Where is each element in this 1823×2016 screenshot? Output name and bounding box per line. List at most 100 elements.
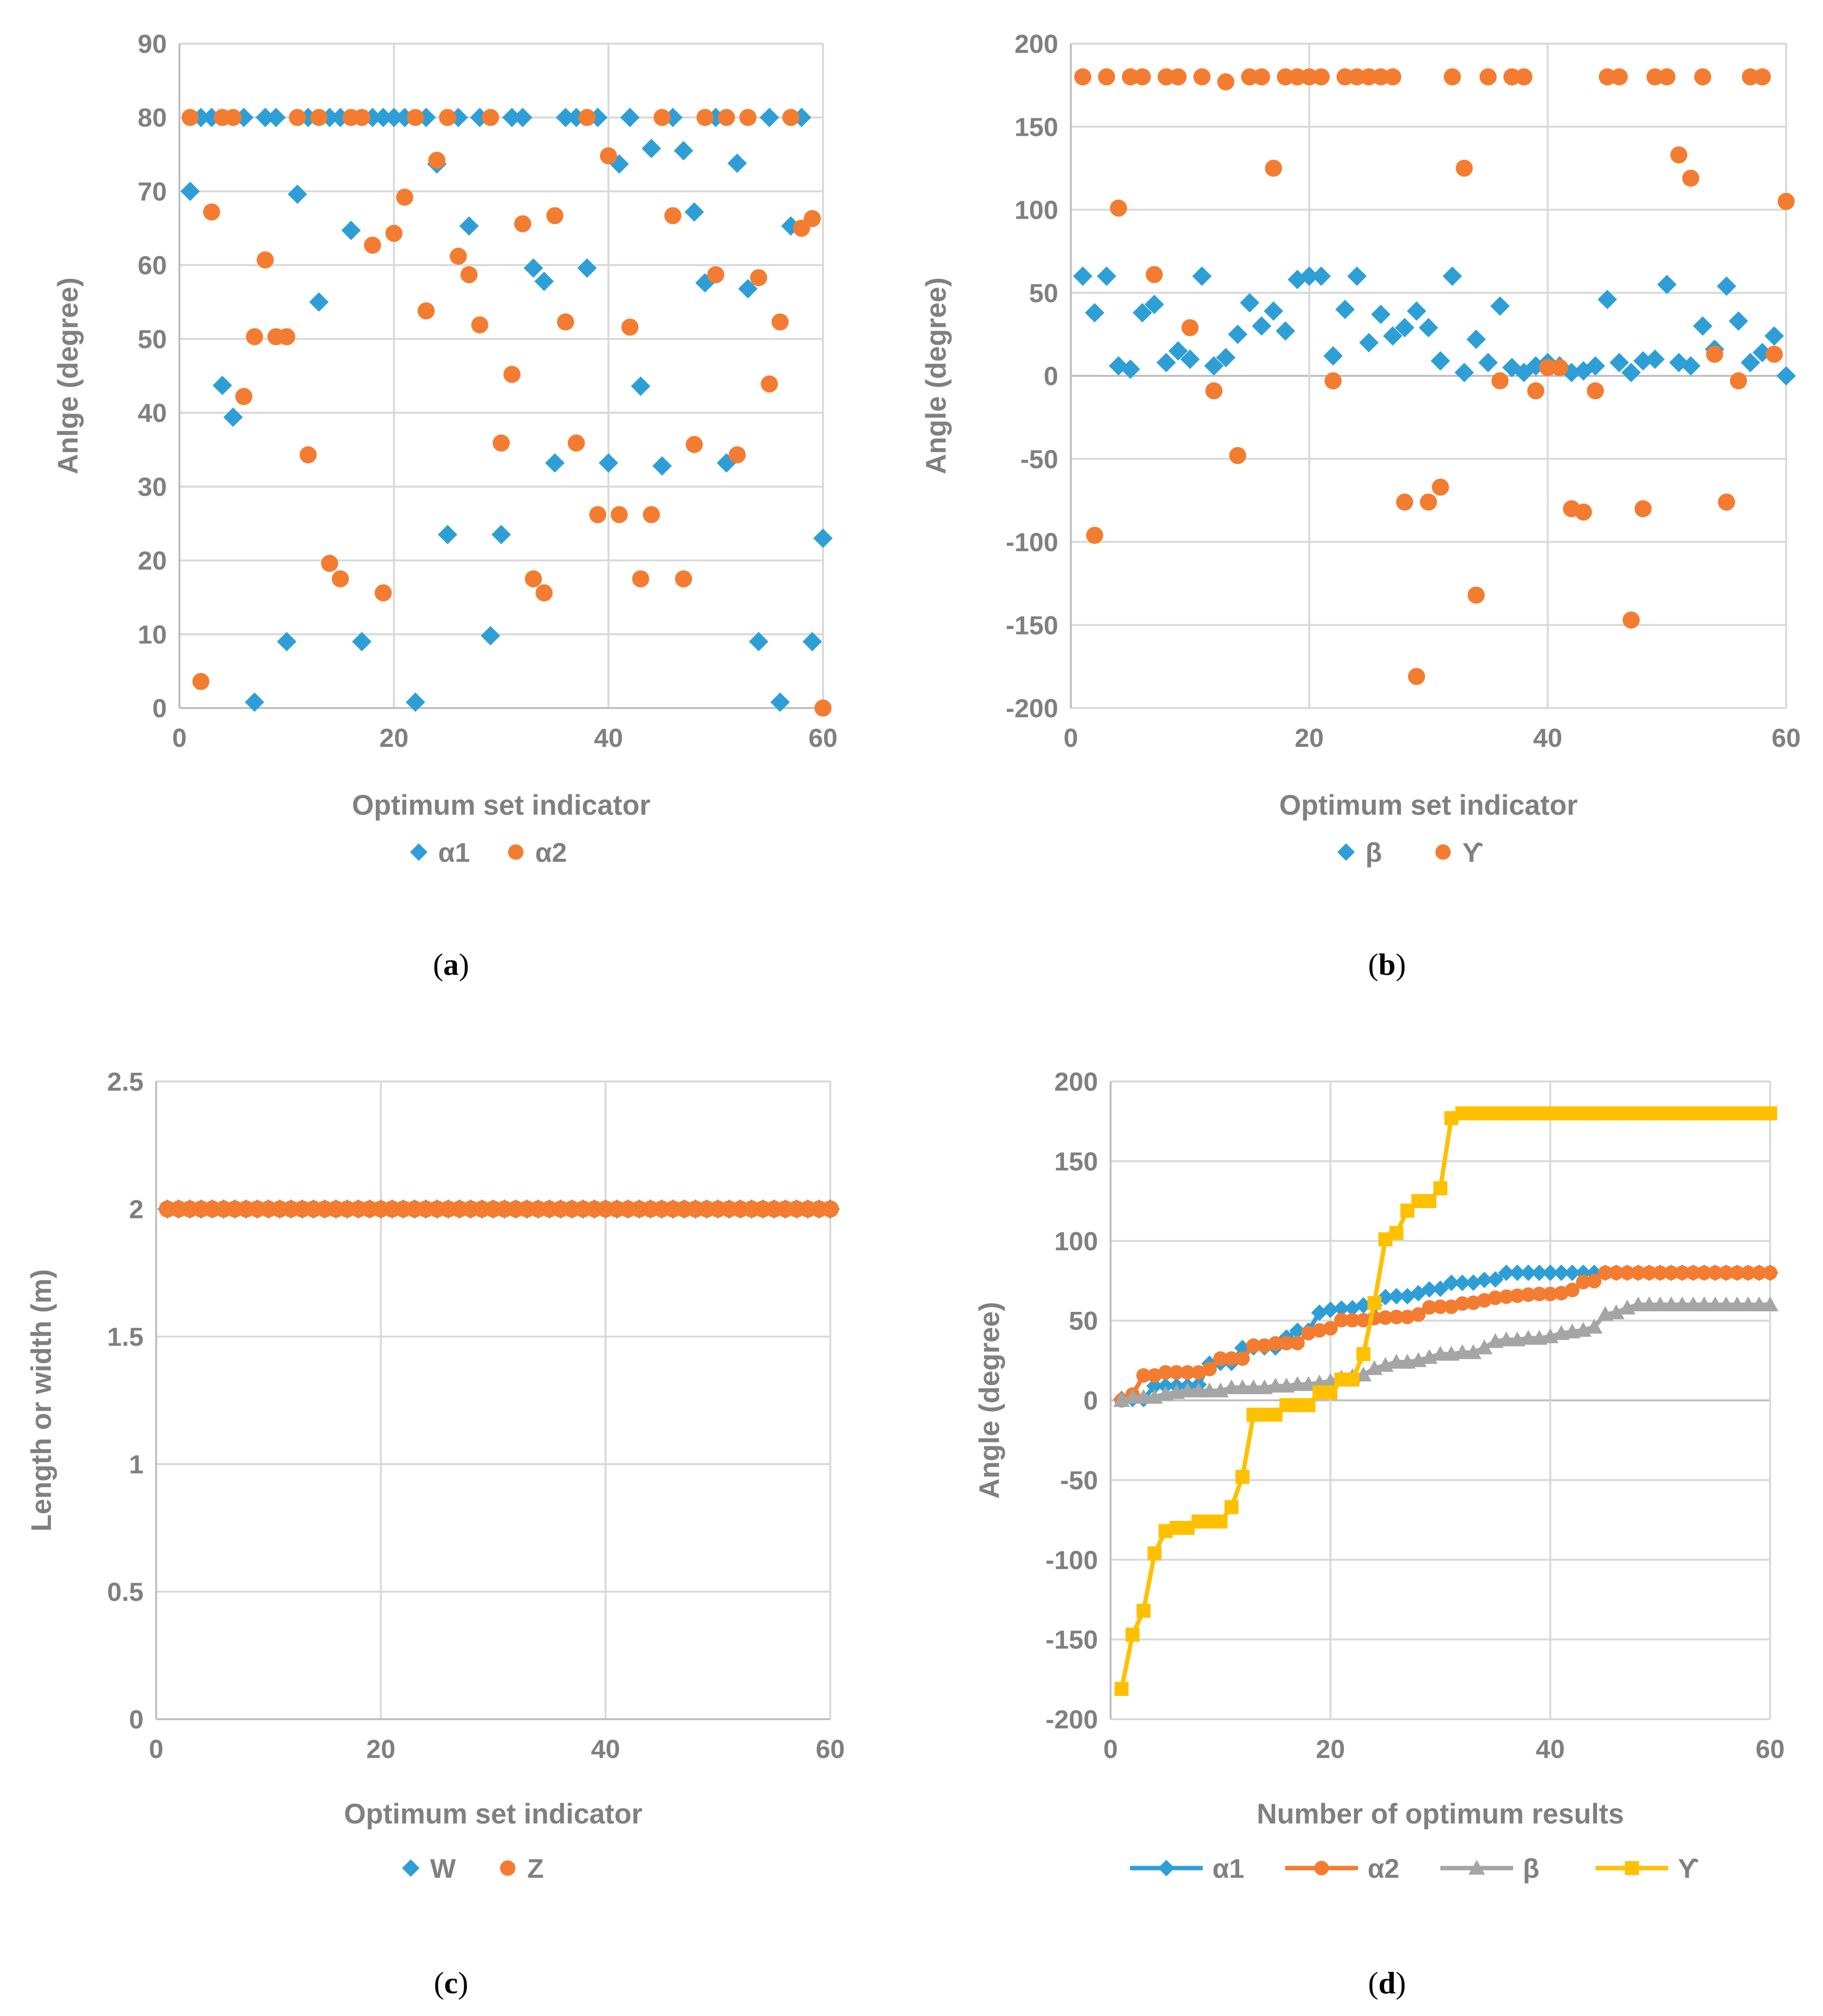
point-β (1432, 1346, 1449, 1361)
point-β (1216, 348, 1236, 368)
point-ϒ (1634, 500, 1652, 517)
point-β (1630, 1296, 1646, 1311)
point-α2 (728, 446, 746, 464)
point-ϒ (1433, 1181, 1448, 1195)
point-α1 (652, 456, 672, 476)
legend-marker (1314, 1861, 1329, 1875)
y-tick-label: 100 (1054, 1227, 1098, 1256)
point-ϒ (1169, 68, 1187, 86)
x-tick-label: 40 (1533, 724, 1562, 753)
point-α1 (1531, 1264, 1548, 1281)
y-tick-label: -150 (1046, 1626, 1098, 1655)
point-α1 (502, 108, 522, 128)
point-β (1707, 1296, 1724, 1311)
point-α1 (212, 375, 232, 395)
point-ϒ (1408, 668, 1425, 685)
point-α1 (813, 528, 833, 548)
point-α2 (1400, 1309, 1415, 1324)
chart-d: -200 -150 -100 -50 0 50 100 150 200 0 20 40 60 Number… (974, 1067, 1785, 2000)
point-α2 (1565, 1283, 1580, 1297)
point-β (1751, 1296, 1768, 1311)
point-ϒ (1122, 68, 1139, 86)
point-β (1478, 353, 1498, 372)
point-α1 (1322, 1301, 1339, 1318)
point-α2 (1664, 1265, 1678, 1280)
x-axis-title: Optimum set indicator (344, 1798, 643, 1830)
point-ϒ (1491, 372, 1509, 389)
point-α2 (1378, 1310, 1393, 1325)
point-β (1395, 318, 1415, 338)
point-α1 (1520, 1264, 1537, 1281)
point-ϒ (1432, 478, 1449, 496)
legend-marker (500, 1860, 516, 1876)
point-α2 (1411, 1307, 1426, 1322)
point-α2 (653, 109, 671, 126)
point-α2 (1510, 1288, 1525, 1303)
x-tick-label: 60 (816, 1735, 845, 1764)
point-β (1674, 1296, 1691, 1311)
point-α1 (1146, 1377, 1163, 1394)
point-ϒ (1372, 68, 1389, 86)
point-β (1685, 1296, 1702, 1311)
point-ϒ (1694, 68, 1711, 86)
point-β (1729, 1296, 1745, 1311)
point-α2 (450, 247, 467, 265)
point-α2 (1169, 1365, 1184, 1380)
point-β (1406, 301, 1426, 321)
point-β (1204, 356, 1224, 376)
point-α1 (223, 407, 243, 427)
point-β (1180, 349, 1200, 369)
y-tick-label: 100 (1015, 196, 1058, 225)
y-tick-label: 50 (138, 325, 167, 354)
legend-label: α1 (438, 837, 470, 868)
point-α2 (471, 316, 488, 334)
point-β (1663, 1296, 1679, 1311)
point-α2 (1642, 1265, 1657, 1280)
point-ϒ (1289, 68, 1306, 86)
point-ϒ (1348, 68, 1366, 86)
point-ϒ (1539, 359, 1556, 376)
point-α1 (266, 108, 286, 128)
point-β (1764, 326, 1784, 346)
chart-c: 0 0.5 1 1.5 2 2.5 0 20 40 60 Optimum set indicator… (26, 1067, 845, 2000)
x-axis-title: Optimum set indicator (1279, 790, 1578, 821)
point-α1 (1421, 1281, 1438, 1298)
point-ϒ (1074, 68, 1092, 86)
point-α2 (739, 109, 757, 126)
point-α1 (1487, 1271, 1504, 1288)
point-α1 (1333, 1300, 1350, 1317)
point-α1 (384, 108, 404, 128)
point-α2 (696, 109, 714, 126)
point-α2 (418, 302, 435, 320)
legend-label: ϒ (1678, 1853, 1699, 1884)
point-β (1728, 311, 1748, 331)
point-ϒ (1205, 382, 1223, 400)
point-ϒ (1147, 1546, 1162, 1561)
x-tick-label: 0 (149, 1735, 163, 1764)
point-α2 (632, 570, 649, 588)
caption-paren: ) (1396, 1966, 1406, 2000)
point-β (1275, 321, 1295, 341)
point-β (1323, 346, 1343, 366)
x-tick-label: 20 (366, 1735, 395, 1764)
point-ϒ (1527, 382, 1545, 400)
legend-label: ϒ (1463, 837, 1484, 868)
y-tick-label: 0 (129, 1705, 144, 1734)
point-α2 (1301, 1325, 1316, 1340)
point-ϒ (1336, 68, 1354, 86)
point-ϒ (1229, 447, 1246, 465)
point-α1 (1388, 1288, 1405, 1305)
point-α2 (1235, 1351, 1250, 1366)
point-α2 (1620, 1265, 1635, 1280)
point-α1 (180, 181, 200, 201)
point-ϒ (1324, 372, 1342, 389)
point-α2 (246, 328, 263, 345)
point-α1 (1509, 1264, 1526, 1281)
point-β (1585, 356, 1605, 376)
point-α2 (1741, 1265, 1756, 1280)
point-β (1097, 266, 1116, 286)
point-ϒ (1515, 68, 1533, 86)
point-α1 (749, 632, 769, 651)
point-α2 (1158, 1365, 1173, 1380)
point-α2 (321, 555, 339, 572)
